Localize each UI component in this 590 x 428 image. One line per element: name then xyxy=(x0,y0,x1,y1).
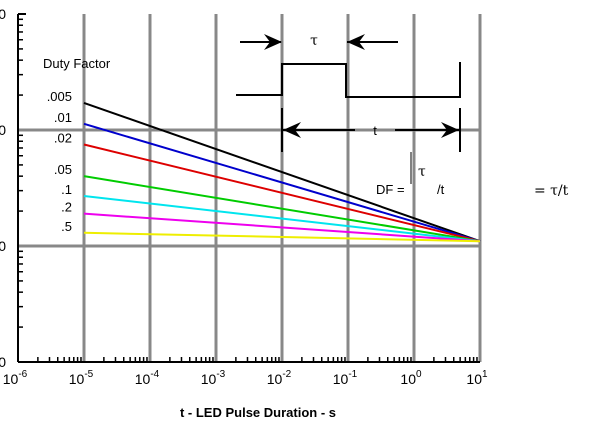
series-line-2 xyxy=(83,122,481,243)
legend-label-3: .02 xyxy=(54,130,72,145)
df-label: DF = xyxy=(376,182,405,197)
x-tick-label: 10-4 xyxy=(135,369,160,387)
series-line-1 xyxy=(83,102,481,243)
legend-label-7: .5 xyxy=(61,219,72,234)
tau-arrowhead-left xyxy=(264,34,282,50)
series-line-6 xyxy=(83,212,481,243)
y-tick-label: 0 xyxy=(0,6,6,22)
y-tick-label: 0 xyxy=(0,238,6,254)
legend-label-4: .05 xyxy=(54,162,72,177)
df-formula-right: = τ/t xyxy=(534,183,569,199)
series-lines xyxy=(83,102,481,243)
x-tick-labels: 10-6 10-5 10-4 10-3 10-2 10-1 100 101 xyxy=(3,369,488,387)
df-over-t: /t xyxy=(437,182,445,197)
y-tick-label: 0 xyxy=(0,122,6,138)
legend-label-1: .005 xyxy=(47,89,72,104)
period-arrowhead-right xyxy=(441,122,459,138)
series-line-3 xyxy=(83,143,481,243)
x-tick-label: 10-6 xyxy=(3,369,28,387)
legend-label-5: .1 xyxy=(61,182,72,197)
pulse-waveform xyxy=(236,62,461,98)
x-tick-label: 10-3 xyxy=(201,369,226,387)
legend-label-2: .01 xyxy=(54,110,72,125)
y-tick-label: 0 xyxy=(0,354,6,370)
pulse-period-label: t xyxy=(373,123,377,138)
series-line-7 xyxy=(83,231,481,243)
df-tau: τ xyxy=(418,164,426,180)
legend: .005 .01 .02 .05 .1 .2 .5 xyxy=(47,89,72,234)
x-tick-label: 100 xyxy=(400,369,422,387)
pulse-tau-label: τ xyxy=(310,33,318,49)
axes xyxy=(17,13,480,363)
legend-title: Duty Factor xyxy=(43,56,111,71)
x-tick-label: 101 xyxy=(466,369,488,387)
x-axis-label: t - LED Pulse Duration - s xyxy=(180,405,336,420)
y-tick-labels: 0 0 0 0 xyxy=(0,6,6,370)
series-line-5 xyxy=(83,194,481,243)
period-arrowhead-left xyxy=(283,122,301,138)
series-line-4 xyxy=(83,175,481,243)
tau-arrowhead-right xyxy=(347,34,365,50)
x-tick-label: 10-5 xyxy=(69,369,94,387)
x-tick-label: 10-2 xyxy=(267,369,292,387)
legend-label-6: .2 xyxy=(61,200,72,215)
x-tick-label: 10-1 xyxy=(333,369,358,387)
